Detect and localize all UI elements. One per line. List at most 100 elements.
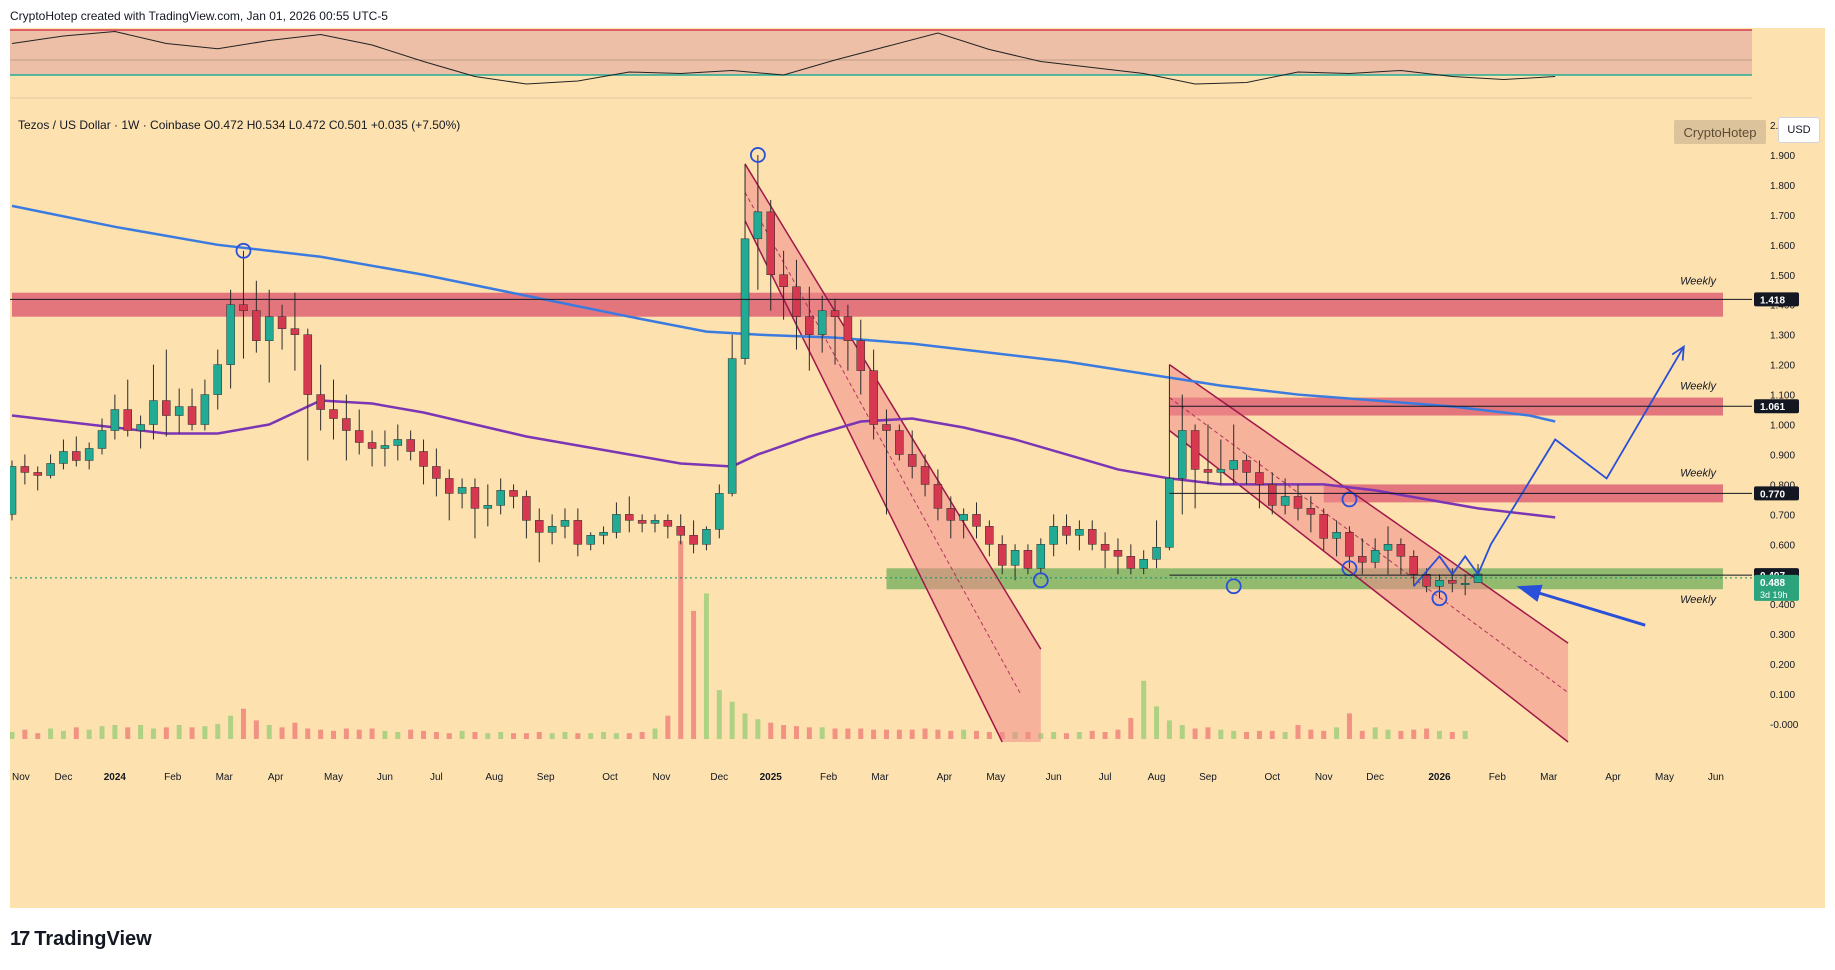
price-label-bg [1754, 292, 1799, 307]
candle-body [817, 310, 827, 335]
candle-body [419, 451, 428, 467]
volume-bar [22, 729, 28, 739]
volume-bar [1398, 730, 1404, 739]
volume-bar [498, 732, 504, 739]
volume-bar [331, 730, 336, 739]
volume-bar [1424, 728, 1430, 739]
channel-shade [1169, 364, 1569, 742]
candle-body [1306, 508, 1316, 515]
candle-body [1075, 529, 1084, 536]
tradingview-logo[interactable]: 17 TradingView [10, 928, 152, 951]
candle-body [483, 505, 493, 509]
volume-bar [1141, 680, 1147, 739]
price-tick-label: 0.300 [1770, 630, 1795, 641]
candle-body [1422, 574, 1431, 587]
price-tick-label: 0.100 [1770, 690, 1795, 701]
time-tick-label: May [986, 772, 1005, 783]
volume-bar [806, 727, 812, 739]
candle-body [1396, 544, 1406, 557]
candle-body [676, 526, 685, 536]
price-label-bg [1754, 574, 1799, 601]
volume-bar [729, 701, 735, 739]
volume-bar [73, 727, 79, 739]
volume-bar [1256, 730, 1262, 739]
candle-body [650, 520, 660, 524]
price-tick-label: 0.800 [1770, 480, 1795, 491]
candle-body [393, 439, 403, 446]
time-tick-label: Feb [1489, 772, 1507, 783]
candle-body [869, 370, 878, 425]
candle-body [496, 490, 505, 506]
volume-bar [948, 730, 954, 739]
price-tick-label: 1.300 [1770, 331, 1795, 342]
candle-body [1332, 532, 1341, 539]
candle-body [162, 400, 171, 416]
volume-bar [125, 727, 131, 739]
volume-bar [1218, 729, 1224, 739]
candle-body [354, 430, 364, 443]
volume-bar [1462, 730, 1468, 739]
volume-bar [1102, 732, 1108, 739]
volume-bar [845, 728, 851, 739]
time-tick-label: Dec [55, 772, 73, 783]
candle-body [187, 406, 197, 425]
currency-button[interactable]: USD [1778, 117, 1820, 143]
volume-bar [1064, 733, 1070, 739]
volume-bar [356, 729, 362, 739]
volume-bar [1089, 730, 1095, 739]
channel-lower-line [1168, 429, 1569, 743]
time-tick-label: Oct [602, 772, 618, 783]
volume-bar [691, 610, 697, 739]
candle-body [1370, 550, 1380, 563]
volume-bar [382, 730, 388, 739]
candle-body [10, 466, 17, 515]
volume-bar [112, 725, 118, 739]
volume-bar [99, 726, 105, 739]
volume-bar [588, 733, 594, 739]
candle-body [290, 328, 300, 335]
volume-bar [523, 733, 529, 739]
chart-canvas[interactable]: 80.0040.000.00WeeklyWeeklyWeeklyWeekly2.… [10, 28, 1825, 908]
candle-body [843, 316, 853, 341]
candle-body [689, 535, 698, 545]
candle-body [856, 340, 866, 371]
candle-body [637, 520, 647, 524]
volume-bar [215, 723, 221, 739]
time-tick-label: Jun [1046, 772, 1062, 783]
candle-body [895, 430, 904, 455]
time-tick-label: Nov [1315, 772, 1333, 783]
candle-body [72, 451, 81, 461]
zone-label: Weekly [1680, 276, 1717, 288]
candle-body [1165, 478, 1174, 548]
price-tick-label: 1.500 [1770, 271, 1795, 282]
highlight-circle [235, 242, 252, 259]
volume-bar [871, 729, 877, 739]
candle-body [174, 406, 184, 416]
zone-label: Weekly [1680, 594, 1717, 606]
time-tick-label: Jun [377, 772, 393, 783]
candle-body [933, 484, 943, 509]
candle-body [329, 409, 338, 419]
channel-shade [745, 163, 1041, 742]
candle-body [1126, 556, 1136, 569]
time-tick-label: Nov [12, 772, 30, 783]
channel-upper-line [1168, 363, 1569, 644]
volume-bar [986, 732, 992, 739]
time-tick-label: 2024 [104, 772, 127, 783]
time-tick-label: Feb [164, 772, 182, 783]
projection-arrowhead [1671, 344, 1685, 361]
volume-bar [639, 732, 645, 739]
highlight-circle [1341, 491, 1358, 508]
volume-bar [511, 733, 517, 739]
volume-bar [163, 727, 169, 739]
volume-bar [974, 730, 979, 739]
volume-bar [1295, 725, 1301, 739]
candle-body [1216, 469, 1226, 473]
highlight-circle [1431, 590, 1448, 607]
volume-bar [793, 726, 799, 739]
candle-body [20, 466, 30, 473]
chart-area[interactable]: 80.0040.000.00WeeklyWeeklyWeeklyWeekly2.… [10, 28, 1825, 908]
channel-mid-line [744, 192, 1022, 696]
candle-body [535, 520, 544, 533]
candle-body [547, 526, 557, 533]
